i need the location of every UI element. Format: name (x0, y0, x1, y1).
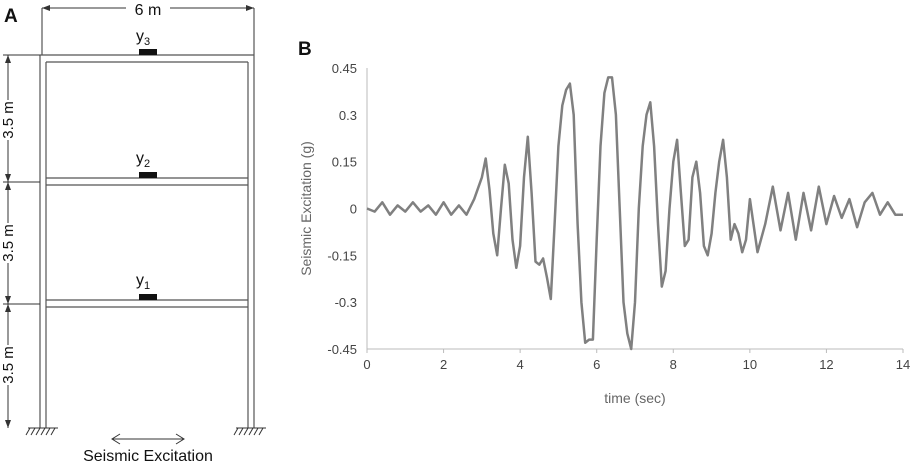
y-tick-label: -0.3 (335, 295, 357, 310)
x-tick-label: 0 (363, 357, 370, 372)
x-tick-label: 8 (670, 357, 677, 372)
right-fixed-support (233, 427, 266, 436)
arrowhead-story2-top (5, 182, 11, 190)
x-tick-labels: 0 2 4 6 8 10 12 14 (363, 349, 910, 372)
story2-label-bg (0, 223, 16, 263)
y-tick-labels: 0.45 0.3 0.15 0 -0.15 -0.3 -0.45 (327, 61, 357, 357)
y-axis-title: Seismic Excitation (g) (298, 141, 314, 276)
y-tick-label: 0.3 (339, 108, 357, 123)
arrowhead-left (42, 5, 50, 11)
width-dimension-label: 6 m (135, 2, 162, 19)
story3-height-label: 3.5 m (0, 101, 17, 139)
width-label-bg (126, 1, 170, 17)
time-history-chart: 0 2 4 6 8 10 12 14 0.45 0.3 0.15 0 -0.15 -0.3 -0.45 t… (298, 61, 910, 406)
sensor-y1-label: y1 (136, 272, 150, 292)
story2-height-label: 3.5 m (0, 224, 17, 262)
story1-label-bg (0, 345, 16, 385)
y-tick-label: 0.15 (332, 155, 357, 170)
x-tick-label: 14 (896, 357, 910, 372)
sensor-y2 (139, 172, 157, 178)
arrowhead-story2-bottom (5, 296, 11, 304)
y-tick-label: -0.45 (327, 342, 357, 357)
story1-height-label: 3.5 m (0, 346, 17, 384)
series-line (366, 76, 903, 351)
sensor-y3 (139, 49, 157, 55)
left-fixed-support (25, 427, 58, 436)
x-tick-label: 10 (743, 357, 757, 372)
arrowhead-story3-bottom (5, 174, 11, 182)
arrowhead-story1-bottom (5, 420, 11, 428)
x-tick-label: 2 (440, 357, 447, 372)
x-tick-label: 12 (819, 357, 833, 372)
x-axis-title: time (sec) (604, 390, 665, 406)
sensor-y1 (139, 294, 157, 300)
excitation-arrowhead-right (175, 433, 185, 445)
y-tick-label: -0.15 (327, 248, 357, 263)
excitation-label: Seismic Excitation (83, 448, 213, 464)
arrowhead-right (246, 5, 254, 11)
panel-a: A 6 m y3 y2 y1 (0, 1, 266, 464)
sensor-y3-label: y3 (136, 28, 150, 48)
y-tick-label: 0.45 (332, 61, 357, 76)
arrowhead-story3-top (5, 55, 11, 63)
panel-a-label: A (4, 6, 18, 27)
sensor-y2-label: y2 (136, 150, 150, 170)
excitation-arrowhead-left (111, 433, 121, 445)
panel-b-label: B (298, 39, 312, 60)
x-tick-label: 4 (517, 357, 524, 372)
x-tick-label: 6 (593, 357, 600, 372)
arrowhead-story1-top (5, 304, 11, 312)
y-tick-label: 0 (350, 202, 357, 217)
story3-label-bg (0, 100, 16, 140)
panel-b: B 0 2 4 6 8 10 12 14 0.45 0.3 0.15 0 -0.15 -0.3 -0.45… (298, 39, 910, 406)
